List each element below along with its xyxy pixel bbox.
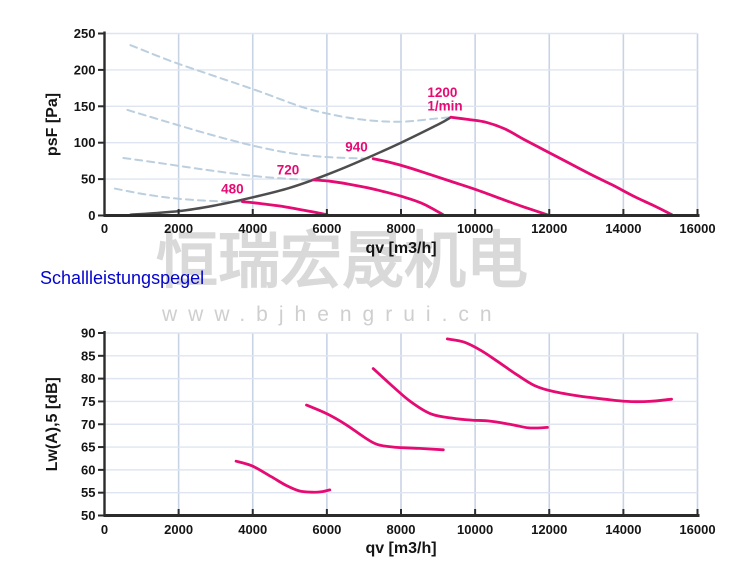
y-tick-label: 70: [81, 417, 95, 432]
curve-label-940: 940: [345, 139, 368, 154]
sound-power-chart: 0 2000 4000 6000 8000 10000 12000 14000 16000 50 5…: [44, 326, 716, 558]
y-tick-label: 100: [74, 135, 96, 150]
x-tick-label: 14000: [605, 522, 641, 537]
y-axis-title: psF [Pa]: [44, 93, 61, 156]
curve-pressure-1200: [449, 115, 674, 217]
y-tick-label: 85: [81, 348, 95, 363]
x-tick-label: 6000: [312, 522, 341, 537]
x-tick-label: 8000: [387, 522, 416, 537]
x-tick-label: 2000: [164, 221, 193, 236]
y-axis-title: Lw(A),5 [dB]: [44, 377, 61, 471]
x-tick-label: 8000: [387, 221, 416, 236]
x-tick-label: 14000: [605, 221, 641, 236]
x-tick-label: 16000: [679, 221, 715, 236]
y-tick-label: 80: [81, 371, 95, 386]
x-tick-label: 10000: [457, 221, 493, 236]
y-tick-label: 50: [81, 508, 95, 523]
x-axis-title: qv [m3/h]: [365, 540, 436, 557]
y-tick-label: 150: [74, 99, 96, 114]
curve-sound-940: [371, 367, 549, 430]
y-tick-label: 250: [74, 26, 96, 41]
watermark-url-text: www.bjhengrui.cn: [162, 303, 503, 326]
y-tick-label: 200: [74, 62, 96, 77]
x-tick-label: 12000: [531, 221, 567, 236]
x-tick-label: 16000: [679, 522, 715, 537]
curve-label-1200: 1200: [427, 85, 457, 100]
curve-pressure-940: [371, 157, 549, 217]
section-heading: Schallleistungspegel: [40, 268, 205, 288]
x-tick-label: 0: [101, 522, 108, 537]
y-tick-label: 50: [81, 172, 95, 187]
y-tick-label: 65: [81, 440, 95, 455]
curve-dashed-ref-940: [126, 108, 375, 160]
curve-dashed-ref-480: [113, 187, 244, 203]
x-tick-label: 4000: [238, 221, 267, 236]
curve-sound-1200: [445, 337, 673, 404]
y-tick-label: 60: [81, 462, 95, 477]
x-tick-label: 6000: [312, 221, 341, 236]
y-tick-label: 0: [88, 208, 95, 223]
x-tick-label: 4000: [238, 522, 267, 537]
x-tick-label: 12000: [531, 522, 567, 537]
curve-label-1min: 1/min: [427, 99, 462, 114]
curve-pressure-480: [240, 200, 329, 217]
watermark-cjk-text: 恒瑞宏晟机电: [156, 227, 529, 296]
curve-label-480: 480: [221, 182, 244, 197]
curve-sound-720: [305, 403, 445, 452]
y-tick-label: 55: [81, 485, 95, 500]
fan-pressure-chart: 0 2000 4000 6000 8000 10000 12000 14000 16000 0 50…: [44, 26, 716, 257]
x-axis-title: qv [m3/h]: [365, 240, 436, 257]
curve-dashed-ref-1200: [129, 44, 452, 123]
curve-label-720: 720: [277, 163, 300, 178]
x-tick-label: 0: [101, 221, 108, 236]
curve-system-curve: [129, 115, 453, 217]
y-tick-label: 75: [81, 394, 95, 409]
x-tick-label: 10000: [457, 522, 493, 537]
y-tick-label: 90: [81, 326, 95, 341]
curve-pressure-720: [312, 178, 445, 217]
x-tick-label: 2000: [164, 522, 193, 537]
curve-sound-480: [234, 459, 332, 494]
